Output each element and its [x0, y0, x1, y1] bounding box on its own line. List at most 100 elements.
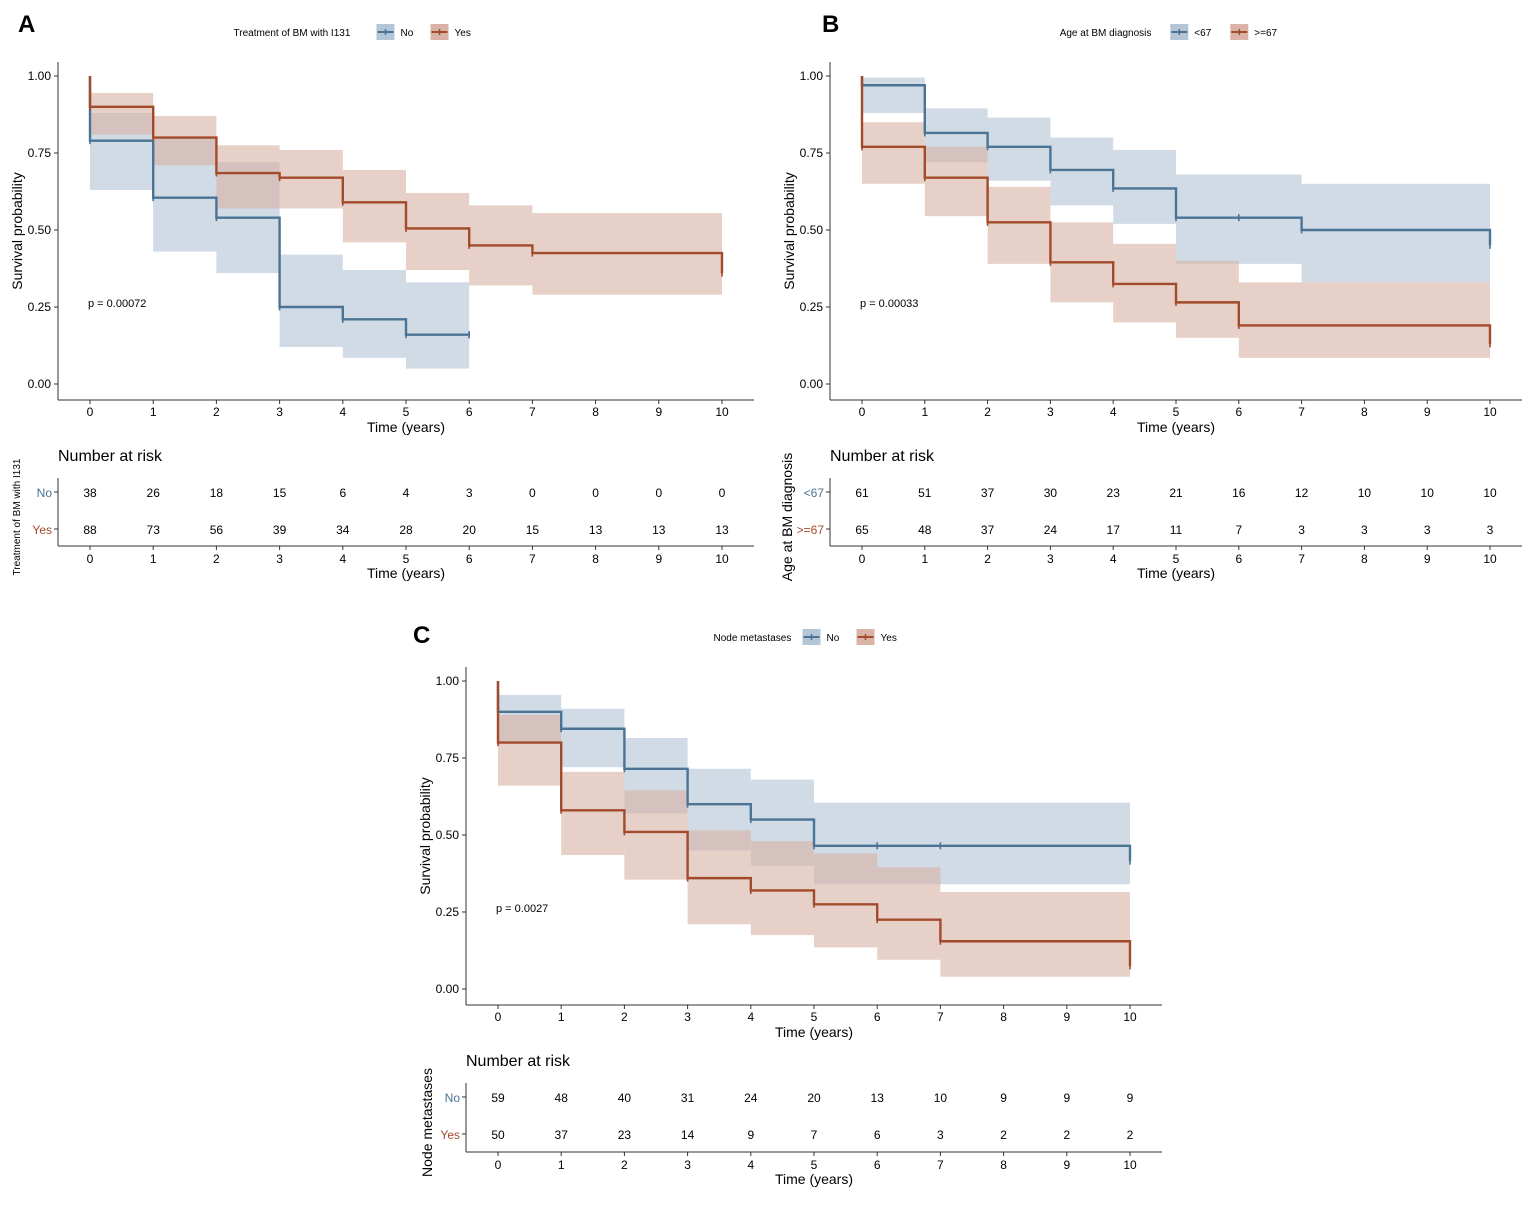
ci-band-no: [862, 77, 925, 113]
x-tick-label: 9: [1424, 405, 1431, 419]
x-tick-label: 6: [874, 1010, 881, 1024]
risk-count-yes: 13: [652, 523, 666, 537]
risk-count-yes: 2: [1127, 1128, 1134, 1142]
risk-row-label-yes: Yes: [32, 523, 52, 537]
risk-x-tick-label: 8: [1000, 1158, 1007, 1172]
panel-label: A: [18, 11, 35, 38]
legend: Age at BM diagnosis <67 >=67: [1060, 24, 1278, 40]
risk-count-yes: 28: [399, 523, 413, 537]
ci-band-yes: [216, 145, 280, 209]
x-tick-label: 4: [747, 1010, 754, 1024]
ci-band-yes: [877, 867, 941, 960]
x-tick-label: 4: [339, 405, 346, 419]
ci-band-no: [1113, 149, 1176, 224]
risk-row-label-yes: Yes: [440, 1128, 460, 1142]
risk-x-tick-label: 0: [87, 552, 94, 566]
legend-label-no: No: [401, 28, 414, 39]
y-tick-label: 0.50: [800, 223, 824, 237]
risk-x-tick-label: 7: [1298, 552, 1305, 566]
y-tick-label: 0.50: [436, 828, 460, 842]
y-axis-title: Survival probability: [9, 172, 25, 290]
risk-count-no: 10: [1358, 486, 1372, 500]
risk-count-no: 48: [555, 1091, 569, 1105]
risk-count-no: 0: [719, 486, 726, 500]
x-tick-label: 1: [921, 405, 928, 419]
risk-count-yes: 13: [715, 523, 729, 537]
risk-count-yes: 37: [981, 523, 995, 537]
risk-x-tick-label: 6: [874, 1158, 881, 1172]
risk-x-tick-label: 1: [558, 1158, 565, 1172]
ci-band-yes: [624, 790, 688, 880]
risk-table-y-title: Age at BM diagnosis: [779, 453, 795, 581]
risk-row-label-yes: >=67: [797, 523, 825, 537]
risk-count-no: 23: [1107, 486, 1121, 500]
legend-label-no: No: [827, 633, 840, 644]
legend-title: Age at BM diagnosis: [1060, 28, 1152, 39]
risk-count-no: 0: [655, 486, 662, 500]
risk-count-yes: 34: [336, 523, 350, 537]
x-tick-label: 0: [495, 1010, 502, 1024]
y-tick-label: 0.00: [436, 982, 460, 996]
legend-title: Treatment of BM with I131: [234, 28, 351, 39]
risk-count-yes: 3: [937, 1128, 944, 1142]
x-tick-label: 8: [1000, 1010, 1007, 1024]
ci-band-yes: [924, 146, 988, 217]
x-tick-label: 1: [558, 1010, 565, 1024]
x-tick-label: 5: [403, 405, 410, 419]
risk-count-yes: 11: [1170, 523, 1183, 537]
x-tick-label: 1: [150, 405, 157, 419]
risk-count-yes: 17: [1107, 523, 1121, 537]
risk-count-yes: 14: [681, 1128, 695, 1142]
risk-count-no: 12: [1295, 486, 1309, 500]
risk-count-no: 15: [273, 486, 287, 500]
ci-band-yes: [90, 92, 154, 135]
risk-row-label-no: No: [37, 486, 53, 500]
legend: Treatment of BM with I131 No Yes: [234, 24, 471, 40]
legend-label-no: <67: [1194, 28, 1211, 39]
y-tick-label: 0.75: [28, 146, 52, 160]
risk-x-tick-label: 0: [495, 1158, 502, 1172]
risk-count-yes: 7: [811, 1128, 818, 1142]
risk-x-tick-label: 3: [276, 552, 283, 566]
y-tick-label: 1.00: [436, 674, 460, 688]
risk-count-yes: 23: [618, 1128, 632, 1142]
survival-curve-yes: [88, 76, 724, 274]
risk-x-tick-label: 5: [811, 1158, 818, 1172]
x-tick-label: 9: [655, 405, 662, 419]
x-tick-label: 2: [621, 1010, 628, 1024]
risk-count-yes: 37: [555, 1128, 569, 1142]
ci-band-yes: [1238, 282, 1490, 358]
risk-count-no: 0: [592, 486, 599, 500]
risk-count-no: 24: [744, 1091, 758, 1105]
y-axis-title: Survival probability: [781, 172, 797, 290]
ci-band-no: [1301, 183, 1490, 283]
risk-count-yes: 2: [1063, 1128, 1070, 1142]
risk-x-axis-title: Time (years): [1137, 565, 1215, 581]
risk-x-tick-label: 7: [529, 552, 536, 566]
risk-x-tick-label: 6: [466, 552, 473, 566]
risk-count-yes: 2: [1000, 1128, 1007, 1142]
x-tick-label: 4: [1110, 405, 1117, 419]
ci-band-no: [987, 117, 1051, 181]
risk-count-yes: 65: [855, 523, 869, 537]
x-tick-label: 10: [1123, 1010, 1137, 1024]
risk-count-no: 6: [339, 486, 346, 500]
y-tick-label: 0.00: [28, 377, 52, 391]
legend: Node metastases No Yes: [714, 629, 897, 645]
risk-count-no: 10: [1483, 486, 1497, 500]
ci-band-no: [1050, 137, 1114, 206]
x-tick-label: 9: [1063, 1010, 1070, 1024]
risk-x-tick-label: 5: [1173, 552, 1180, 566]
risk-count-yes: 3: [1361, 523, 1368, 537]
risk-count-no: 13: [871, 1091, 885, 1105]
risk-count-no: 21: [1169, 486, 1183, 500]
x-tick-label: 6: [466, 405, 473, 419]
risk-x-tick-label: 7: [937, 1158, 944, 1172]
risk-row-label-no: No: [445, 1091, 461, 1105]
risk-x-tick-label: 0: [859, 552, 866, 566]
panel-a: A Treatment of BM with I131 No Yes 0.00 0.25 0…: [9, 11, 754, 581]
risk-count-no: 37: [981, 486, 995, 500]
risk-table-title: Number at risk: [58, 448, 163, 465]
risk-count-yes: 50: [491, 1128, 505, 1142]
